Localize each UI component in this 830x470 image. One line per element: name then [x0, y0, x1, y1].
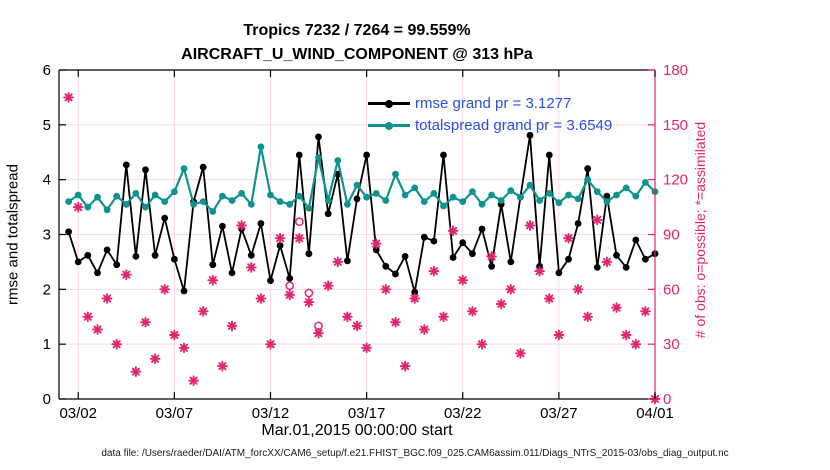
svg-text:03/17: 03/17: [348, 405, 386, 422]
svg-text:3: 3: [43, 227, 51, 244]
y-axis-ticks-right: 0 30 60 90 120 150 180: [648, 62, 688, 408]
svg-text:90: 90: [663, 227, 680, 244]
plot-title-line1: Tropics 7232 / 7264 = 99.559%: [243, 22, 471, 39]
svg-text:6: 6: [43, 62, 51, 79]
legend-totalspread-line-icon: [368, 118, 410, 132]
svg-text:60: 60: [663, 281, 680, 298]
legend-item-totalspread: totalspread grand pr = 3.6549: [368, 114, 612, 136]
svg-text:03/12: 03/12: [252, 405, 290, 422]
plot-title-line2: AIRCRAFT_U_WIND_COMPONENT @ 313 hPa: [181, 46, 533, 63]
svg-text:30: 30: [663, 336, 680, 353]
y-axis-label-left: rmse and totalspread: [4, 164, 22, 305]
svg-text:0: 0: [663, 391, 671, 408]
legend-rmse-line-icon: [368, 96, 410, 110]
x-axis-label: Mar.01,2015 00:00:00 start: [261, 422, 453, 439]
svg-text:150: 150: [663, 117, 688, 134]
legend: rmse grand pr = 3.1277 totalspread grand…: [368, 92, 612, 136]
data-file-path: data file: /Users/raeder/DAI/ATM_forcXX/…: [101, 448, 729, 459]
svg-text:03/22: 03/22: [444, 405, 482, 422]
svg-text:04/01: 04/01: [636, 405, 674, 422]
legend-rmse-label: rmse grand pr = 3.1277: [415, 94, 572, 112]
y-axis-label-right: # of obs: o=possible; *=assimilated: [692, 121, 708, 339]
svg-text:4: 4: [43, 172, 51, 189]
svg-text:5: 5: [43, 117, 51, 134]
svg-text:1: 1: [43, 336, 51, 353]
svg-text:03/27: 03/27: [540, 405, 578, 422]
svg-text:120: 120: [663, 172, 688, 189]
svg-text:03/07: 03/07: [156, 405, 194, 422]
series-totalspread: [65, 143, 659, 215]
svg-text:180: 180: [663, 62, 688, 79]
x-axis-ticks: 03/02 03/07 03/12 03/17 03/22 03/27 04/01: [59, 70, 674, 422]
legend-item-rmse: rmse grand pr = 3.1277: [368, 92, 612, 114]
svg-text:2: 2: [43, 281, 51, 298]
svg-text:03/02: 03/02: [59, 405, 97, 422]
legend-totalspread-label: totalspread grand pr = 3.6549: [415, 116, 613, 134]
series-rmse: [65, 131, 659, 296]
svg-text:0: 0: [43, 391, 51, 408]
y-axis-ticks-left: 0 1 2 3 4 5 6: [43, 62, 66, 408]
series-obs-assimilated: [63, 92, 661, 405]
